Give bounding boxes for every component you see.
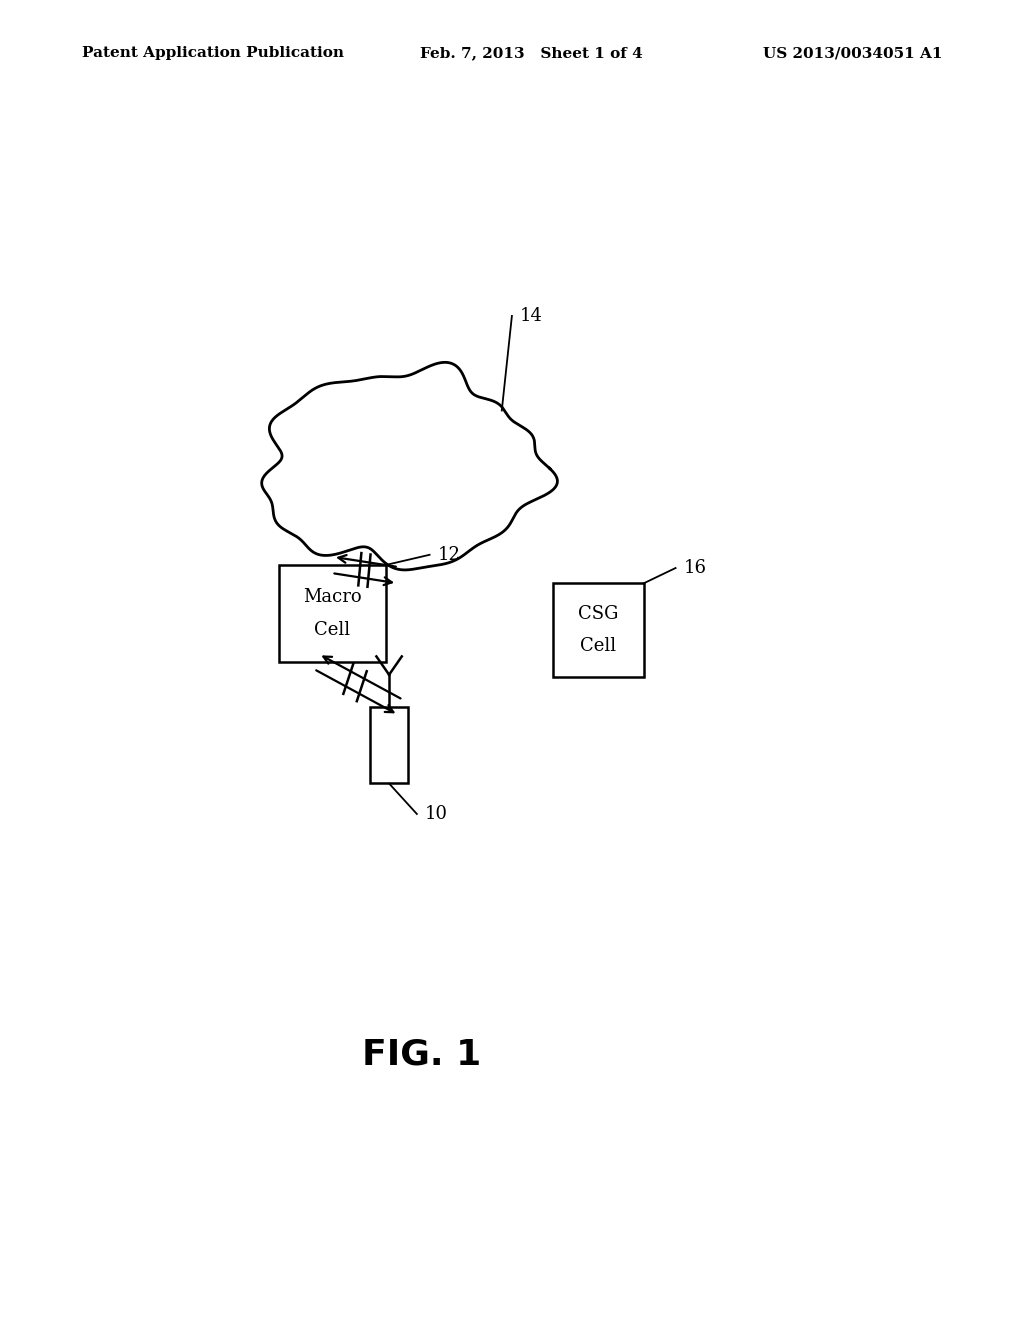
Bar	[553, 583, 644, 677]
Text: Patent Application Publication: Patent Application Publication	[82, 46, 344, 61]
Text: 16: 16	[684, 558, 707, 577]
Text: Cell: Cell	[581, 638, 616, 655]
Text: FIG. 1: FIG. 1	[362, 1038, 481, 1072]
Bar	[370, 708, 409, 784]
Text: Macro: Macro	[303, 587, 361, 606]
Text: Cell: Cell	[314, 620, 350, 639]
Text: Feb. 7, 2013   Sheet 1 of 4: Feb. 7, 2013 Sheet 1 of 4	[420, 46, 643, 61]
Text: 14: 14	[520, 308, 543, 325]
Text: US 2013/0034051 A1: US 2013/0034051 A1	[763, 46, 942, 61]
Text: 10: 10	[425, 805, 447, 822]
Text: CSG: CSG	[578, 605, 618, 623]
Text: 12: 12	[437, 545, 461, 564]
Bar	[279, 565, 386, 661]
